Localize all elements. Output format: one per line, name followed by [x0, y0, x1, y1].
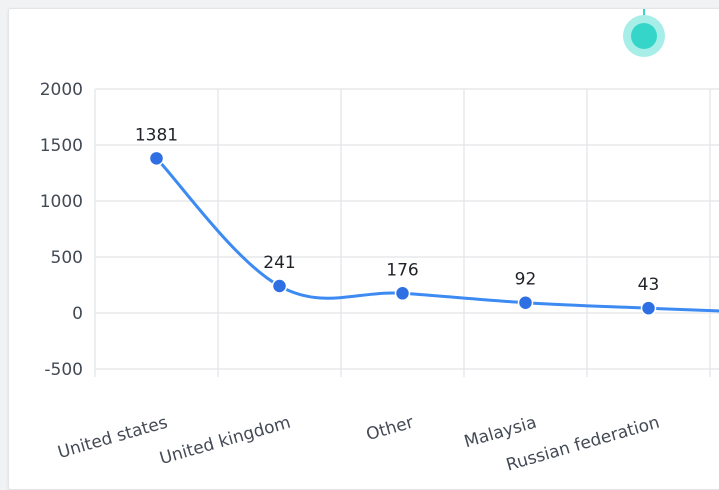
- data-label: 241: [263, 253, 295, 273]
- x-tick-label: United states: [56, 413, 170, 463]
- data-point[interactable]: [150, 151, 164, 165]
- data-point[interactable]: [396, 286, 410, 300]
- y-axis-ticks: 2000 1500 1000 500 0 -500: [40, 80, 83, 380]
- data-point[interactable]: [273, 279, 287, 293]
- grid: [95, 89, 719, 377]
- x-tick-label: Malaysia: [462, 413, 539, 453]
- data-labels: 1381 241 176 92 43: [135, 125, 659, 295]
- y-tick-label: 0: [72, 304, 83, 324]
- y-tick-label: 1000: [40, 192, 83, 212]
- data-label: 92: [515, 270, 537, 290]
- indicator-dot[interactable]: [631, 23, 657, 49]
- x-tick-label: United kingdom: [157, 413, 292, 469]
- y-tick-label: -500: [44, 360, 83, 380]
- data-label: 1381: [135, 125, 178, 145]
- y-tick-label: 2000: [40, 80, 83, 100]
- y-tick-label: 500: [51, 248, 83, 268]
- data-point[interactable]: [519, 296, 533, 310]
- y-tick-label: 1500: [40, 136, 83, 156]
- data-points: [150, 151, 656, 315]
- data-label: 176: [386, 260, 418, 280]
- x-tick-label: Other: [364, 413, 416, 446]
- data-point[interactable]: [642, 301, 656, 315]
- series-line: [157, 158, 719, 312]
- line-chart: 2000 1500 1000 500 0 -500 United statesUnited…: [9, 9, 719, 486]
- data-label: 43: [638, 275, 660, 295]
- teal-dot-icon[interactable]: [623, 9, 665, 57]
